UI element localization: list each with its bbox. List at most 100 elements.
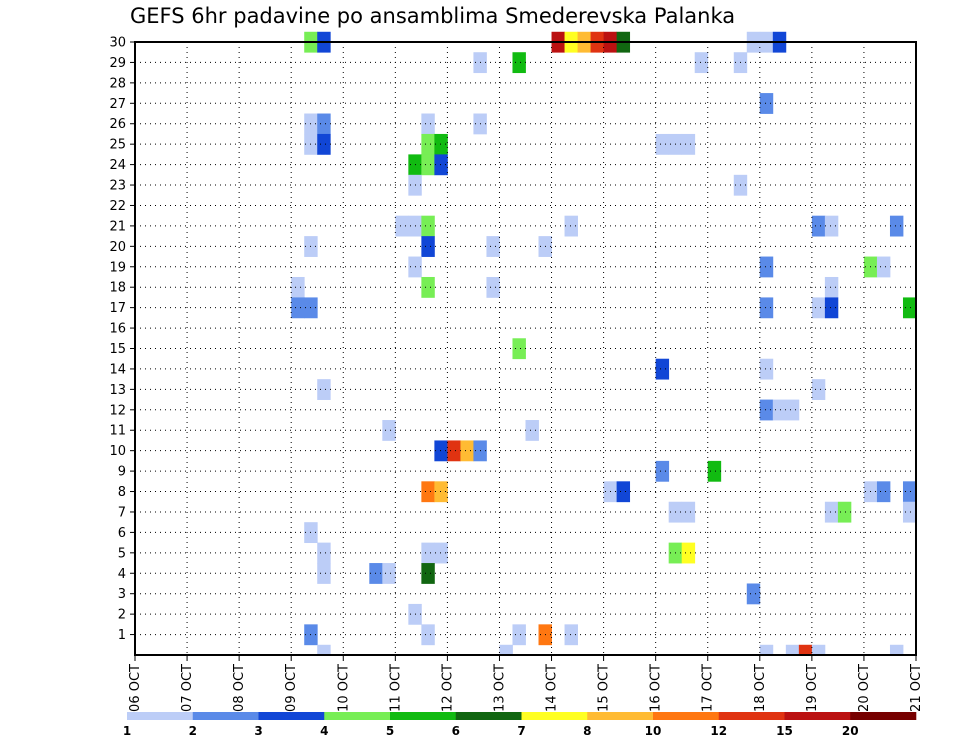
y-tick-label: 24 [109, 158, 126, 173]
heatmap-cell [434, 542, 448, 564]
heatmap-cell [694, 52, 709, 74]
heatmap-cell [512, 52, 526, 74]
heatmap-cell [499, 644, 513, 656]
y-tick-label: 8 [118, 485, 126, 500]
heatmap-cell [447, 440, 461, 462]
y-tick-label: 30 [109, 36, 126, 51]
heatmap-cell [876, 256, 891, 278]
heatmap-cell [772, 399, 787, 421]
heatmap-cell [902, 481, 917, 503]
colorbar-label: 3 [254, 724, 262, 738]
heatmap-cell [616, 481, 631, 503]
heatmap-cell [512, 338, 526, 360]
heatmap-cell [486, 236, 500, 257]
x-tick-label: 15 OCT [597, 664, 612, 712]
x-tick-label: 07 OCT [180, 664, 195, 712]
heatmap-cell [369, 563, 383, 584]
heatmap-cell [785, 644, 800, 656]
x-tick-label: 09 OCT [284, 664, 299, 712]
y-tick-label: 21 [109, 219, 126, 234]
colorbar-swatch [192, 712, 259, 720]
x-tick-label: 20 OCT [857, 664, 872, 712]
heatmap-cell [421, 133, 435, 155]
heatmap-cell [291, 276, 305, 298]
y-tick-label: 17 [109, 301, 126, 316]
y-tick-label: 27 [109, 97, 126, 112]
heatmap-cell [421, 624, 435, 646]
heatmap-cell [421, 481, 435, 503]
y-tick-label: 5 [118, 546, 126, 561]
heatmap-cell [382, 563, 396, 584]
heatmap-cell [876, 481, 891, 503]
heatmap-cell [811, 379, 826, 400]
plot-frame [134, 41, 917, 656]
heatmap-cell [889, 644, 904, 656]
x-tick-label: 14 OCT [545, 664, 560, 712]
heatmap-cell [759, 358, 774, 380]
y-tick-label: 1 [118, 628, 126, 643]
colorbar-label: 10 [645, 724, 662, 738]
heatmap-cell [317, 133, 331, 155]
y-tick-label: 13 [109, 383, 126, 398]
heatmap-cell [837, 501, 852, 523]
x-tick-label: 10 OCT [336, 664, 351, 712]
x-tick-label: 18 OCT [753, 664, 768, 712]
heatmap-cell [460, 440, 474, 462]
heatmap-cell [317, 379, 331, 400]
heatmap-cell [421, 215, 435, 237]
heatmap-cell [421, 276, 435, 298]
heatmap-cell [746, 583, 761, 605]
axis-labels: 1234567891011121314151617181920212223242… [109, 36, 924, 712]
heatmap-cell [655, 358, 670, 380]
colorbar-swatch [455, 712, 522, 720]
heatmap-cell [824, 501, 839, 523]
x-tick-label: 16 OCT [649, 664, 664, 712]
heatmap-cell [421, 236, 435, 257]
heatmap-cell [421, 542, 435, 564]
heatmap-cell [824, 215, 839, 237]
y-tick-label: 19 [109, 260, 126, 275]
heatmap-cell [811, 644, 826, 656]
y-tick-label: 3 [118, 587, 126, 602]
y-tick-label: 28 [109, 76, 126, 91]
x-tick-label: 19 OCT [805, 664, 820, 712]
y-tick-label: 2 [118, 608, 126, 623]
heatmap-cell [889, 215, 904, 237]
heatmap-cell [681, 501, 696, 523]
x-tick-label: 17 OCT [701, 664, 716, 712]
colorbar-label: 7 [517, 724, 525, 738]
y-tick-label: 20 [109, 240, 126, 255]
colorbar-swatch [587, 712, 654, 720]
heatmap-cell [681, 542, 696, 564]
heatmap-cell [707, 460, 722, 482]
heatmap-cell [811, 215, 826, 237]
heatmap-cell [824, 276, 839, 298]
heatmap-cell [434, 154, 448, 176]
y-tick-label: 16 [109, 322, 126, 337]
colorbar-swatch [258, 712, 325, 720]
y-tick-label: 4 [118, 567, 126, 582]
colorbar-swatch [521, 712, 588, 720]
x-tick-label: 12 OCT [440, 664, 455, 712]
heatmap-cell [759, 93, 774, 114]
x-tick-label: 13 OCT [492, 664, 507, 712]
heatmap-cell [317, 563, 331, 584]
heatmap-cell [317, 113, 331, 135]
heatmap-cell [564, 624, 578, 646]
x-tick-label: 11 OCT [388, 664, 403, 712]
y-tick-label: 25 [109, 138, 126, 153]
colorbar-swatch [127, 712, 194, 720]
colorbar-swatch [653, 712, 720, 720]
heatmap-cell [291, 297, 305, 319]
heatmap-cell [421, 154, 435, 176]
y-tick-label: 6 [118, 526, 126, 541]
y-tick-label: 12 [109, 403, 126, 418]
heatmap-cell [512, 624, 526, 646]
heatmap-cell [798, 644, 813, 656]
heatmap-cell [317, 542, 331, 564]
colorbar-swatch [324, 712, 391, 720]
colorbar-label: 20 [842, 724, 859, 738]
colorbar-label: 15 [776, 724, 793, 738]
y-tick-label: 10 [109, 444, 126, 459]
